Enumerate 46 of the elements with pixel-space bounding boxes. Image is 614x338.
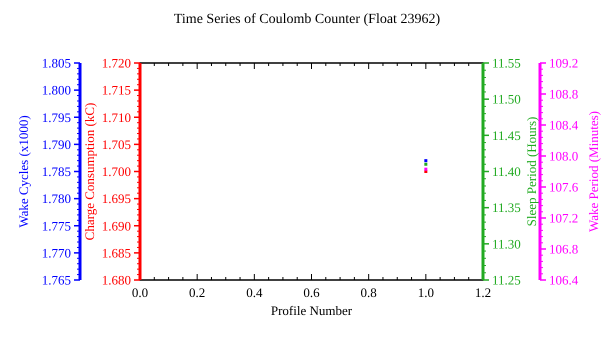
y-tick-label: 1.795 [42,110,71,125]
y2-tick-label: 1.720 [102,56,131,71]
y-tick-label: 108.0 [549,148,578,164]
y-tick-label: 1.770 [42,245,71,260]
y3-tick-label: 11.55 [492,56,521,71]
x-tick-label: 0.6 [303,285,320,300]
y-tick-label: 1.790 [42,136,71,152]
y-tick-label: 106.4 [549,272,579,288]
x-tick-label: 0.4 [246,285,263,300]
y2-tick-label: 1.690 [102,218,131,234]
y3-tick-label: 11.25 [492,272,521,288]
x-axis-title: Profile Number [270,303,353,318]
y2-axis-title: Charge Consumption (kC) [82,102,97,240]
y2-tick-label: 1.680 [102,272,131,288]
x-tick-label: 1.0 [418,285,434,300]
y3-tick-label: 11.30 [492,236,521,252]
y-tick-label: 1.775 [42,218,71,234]
y2-tick-label: 1.710 [102,110,131,125]
x-tick-label: 0.0 [132,285,148,300]
y-tick-label: 109.2 [549,56,578,71]
y-axis-title: Wake Period (Minutes) [586,111,601,232]
y2-tick-label: 1.715 [102,82,131,98]
y-tick-label: 1.800 [42,82,71,98]
y3-tick-label: 11.50 [492,92,521,107]
y-tick-label: 1.765 [42,272,71,288]
y2-tick-label: 1.705 [102,136,131,152]
y-tick-label: 107.2 [549,210,578,226]
y-tick-label: 108.4 [549,118,579,133]
y3-axis-title: Sleep Period (Hours) [524,116,539,226]
y-tick-label: 106.8 [549,242,578,257]
x-tick-label: 0.2 [189,285,206,300]
y-tick-label: 108.8 [549,86,578,102]
x-tick-label: 1.2 [474,285,492,300]
y-tick-label: 1.780 [42,191,71,206]
y2-tick-label: 1.695 [102,191,131,206]
y3-tick-label: 11.40 [492,164,521,180]
chart-title: Time Series of Coulomb Counter (Float 23962) [174,12,440,27]
x-tick-label: 0.8 [360,285,377,300]
y-axis-title: Wake Cycles (x1000) [16,115,31,228]
y3-tick-label: 11.45 [492,128,521,143]
y2-tick-label: 1.685 [102,245,131,260]
y2-tick-label: 1.700 [102,164,131,180]
y3-tick-label: 11.35 [492,200,521,216]
y-tick-label: 1.785 [42,164,71,180]
y-tick-label: 1.805 [42,56,71,71]
y-tick-label: 107.6 [549,180,579,195]
